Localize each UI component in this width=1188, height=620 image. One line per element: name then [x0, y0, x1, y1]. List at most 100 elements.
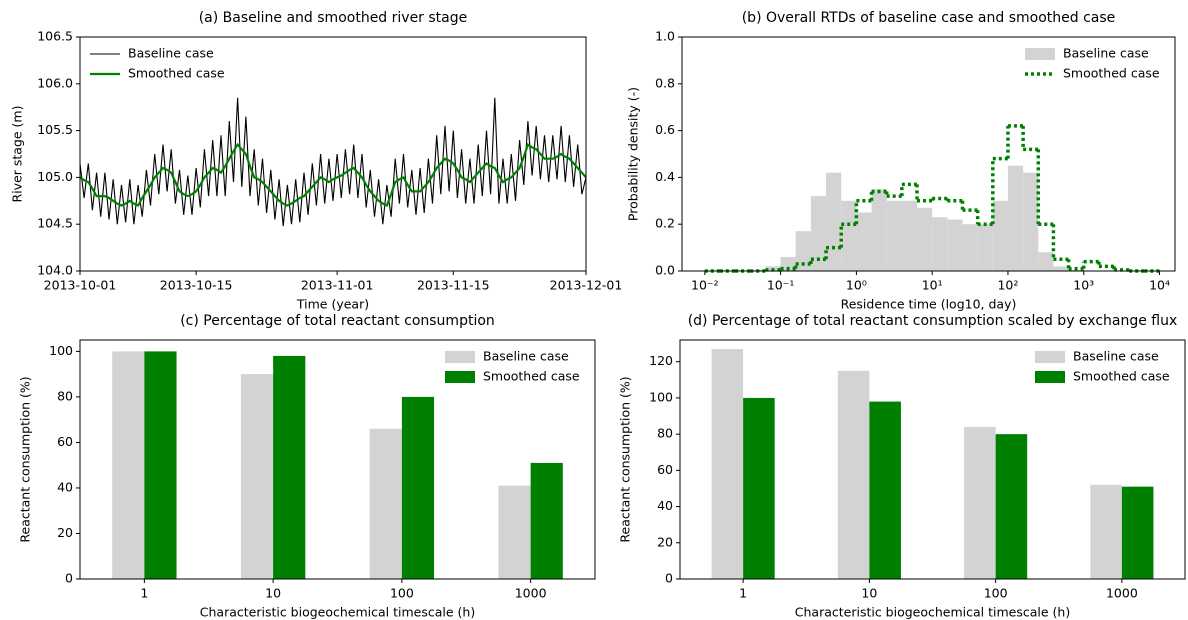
hist-bar — [826, 172, 842, 271]
y-tick-label: 0.2 — [655, 216, 675, 231]
legend-label: Baseline case — [483, 349, 569, 364]
bar — [369, 428, 402, 579]
panel-title: (a) Baseline and smoothed river stage — [199, 10, 468, 26]
x-axis-label: Time (year) — [296, 297, 369, 312]
y-tick-label: 0.8 — [655, 75, 675, 90]
hist-bar — [917, 207, 933, 271]
hist-bar — [947, 219, 963, 271]
legend-label: Smoothed case — [1073, 369, 1170, 384]
hist-bar — [1023, 172, 1039, 271]
x-tick-label: 2013-12-01 — [550, 278, 623, 293]
series-line — [79, 142, 587, 207]
y-axis-label: Reactant consumption (%) — [618, 376, 633, 542]
y-tick-label: 0.6 — [655, 122, 675, 137]
legend-swatch — [1035, 371, 1065, 383]
x-tick-label: 10¹ — [922, 278, 943, 293]
panel-title: (c) Percentage of total reactant consump… — [180, 313, 495, 329]
legend-swatch — [445, 351, 475, 363]
x-axis-label: Characteristic biogeochemical timescale … — [795, 605, 1070, 620]
x-tick-label: 2013-10-01 — [44, 278, 117, 293]
panel: (a) Baseline and smoothed river stage Tim… — [10, 10, 623, 312]
y-tick-label: 1.0 — [655, 29, 675, 44]
y-tick-label: 0 — [665, 571, 673, 586]
axes-frame — [681, 36, 1176, 272]
legend-label: Baseline case — [1063, 46, 1149, 61]
x-tick-label: 2013-10-15 — [160, 278, 233, 293]
y-tick-label: 106.5 — [37, 29, 73, 44]
x-tick-label: 10⁰ — [846, 278, 867, 293]
x-tick-label: 2013-11-15 — [417, 278, 490, 293]
panel: (c) Percentage of total reactant consump… — [18, 313, 596, 620]
hist-bar — [810, 196, 827, 271]
y-tick-label: 106.0 — [37, 75, 73, 90]
axes-frame — [79, 36, 587, 272]
x-tick-label: 100 — [390, 586, 414, 601]
hist-bar — [1053, 266, 1069, 271]
y-tick-label: 105.0 — [37, 169, 73, 184]
x-tick-label: 10 — [265, 586, 281, 601]
x-tick-label: 10² — [997, 278, 1018, 293]
panel-title: (d) Percentage of total reactant consump… — [688, 313, 1178, 329]
bar — [711, 349, 744, 579]
legend-swatch — [445, 371, 475, 383]
hist-bar — [780, 256, 796, 271]
x-tick-label: 1000 — [1106, 586, 1138, 601]
y-axis-label: Reactant consumption (%) — [18, 376, 33, 542]
bar — [869, 401, 901, 579]
bar — [1121, 486, 1154, 579]
hist-bar — [1007, 165, 1024, 271]
x-axis-label: Characteristic biogeochemical timescale … — [200, 605, 475, 620]
x-tick-label: 1 — [739, 586, 747, 601]
y-tick-label: 104.5 — [37, 216, 73, 231]
panel: (d) Percentage of total reactant consump… — [618, 313, 1186, 620]
bar — [530, 462, 563, 579]
bar — [743, 397, 775, 579]
hist-bar — [841, 200, 857, 271]
y-tick-label: 60 — [57, 434, 73, 449]
y-tick-label: 60 — [657, 462, 673, 477]
legend-label: Smoothed case — [483, 369, 580, 384]
x-tick-label: 10³ — [1073, 278, 1094, 293]
x-tick-label: 1 — [140, 586, 148, 601]
y-tick-label: 0 — [65, 571, 73, 586]
bar — [240, 374, 274, 579]
x-tick-label: 100 — [984, 586, 1008, 601]
x-axis-label: Residence time (log10, day) — [841, 297, 1017, 312]
x-tick-label: 10⁻² — [691, 278, 719, 293]
bar — [273, 355, 306, 579]
hist-bar — [871, 189, 887, 271]
hist-bar — [856, 212, 872, 271]
x-tick-label: 2013-11-01 — [301, 278, 374, 293]
bar — [995, 434, 1028, 579]
y-axis-label: Probability density (-) — [626, 87, 641, 221]
bar — [112, 351, 145, 579]
y-tick-label: 20 — [657, 534, 673, 549]
hist-bar — [1038, 252, 1054, 271]
bar — [837, 370, 870, 579]
hist-bar — [795, 231, 811, 271]
y-tick-label: 100 — [649, 389, 673, 404]
bar — [498, 485, 531, 579]
hist-bar — [962, 224, 978, 271]
legend-label: Smoothed case — [128, 66, 225, 81]
bar — [144, 351, 177, 579]
legend-label: Baseline case — [1073, 349, 1159, 364]
series-line — [79, 97, 587, 227]
legend-label: Smoothed case — [1063, 66, 1160, 81]
x-tick-label: 10⁻¹ — [767, 278, 795, 293]
y-tick-label: 104.0 — [37, 263, 73, 278]
legend-swatch — [1025, 48, 1055, 60]
x-tick-label: 1000 — [515, 586, 547, 601]
y-tick-label: 105.5 — [37, 122, 73, 137]
y-tick-label: 40 — [57, 479, 73, 494]
hist-bar — [886, 200, 902, 271]
axes-frame — [79, 339, 596, 580]
y-tick-label: 20 — [57, 525, 73, 540]
hist-bar — [1068, 269, 1084, 271]
panel: (b) Overall RTDs of baseline case and sm… — [626, 10, 1176, 312]
y-tick-label: 80 — [657, 426, 673, 441]
legend-swatch — [1035, 351, 1065, 363]
y-tick-label: 100 — [49, 343, 73, 358]
